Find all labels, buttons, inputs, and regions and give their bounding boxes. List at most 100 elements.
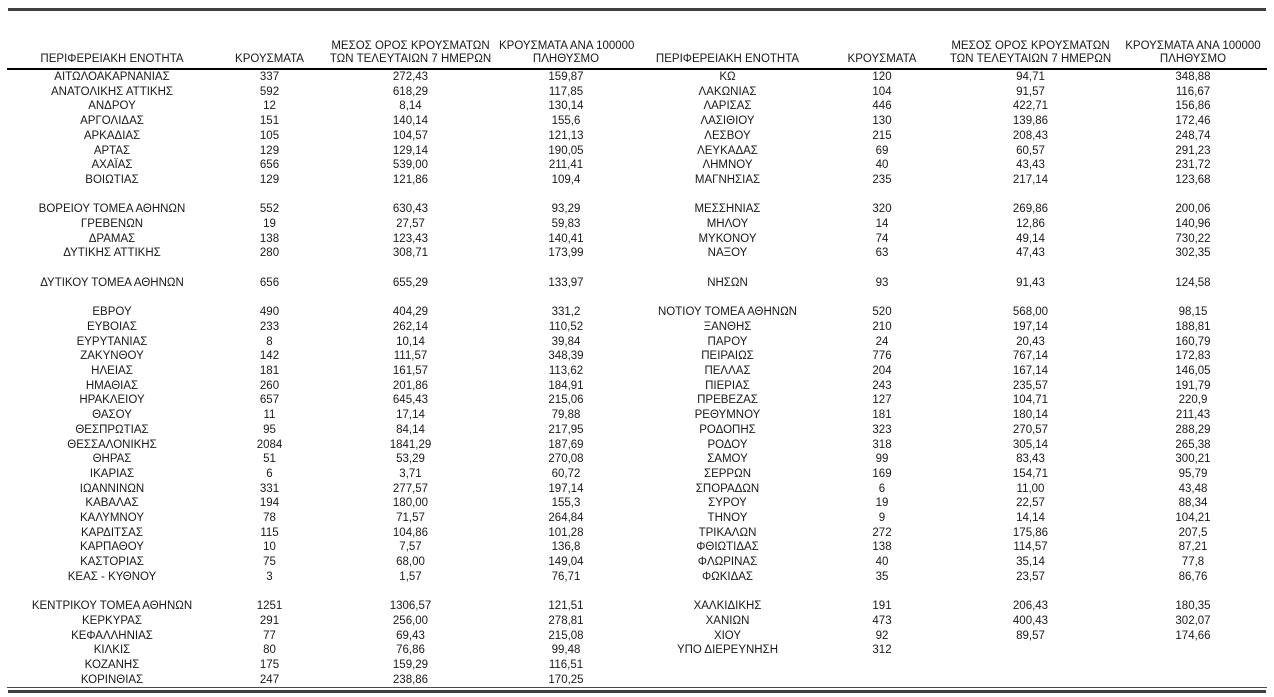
cell-region-right	[633, 658, 822, 673]
cell-region-right: ΝΟΤΙΟΥ ΤΟΜΕΑ ΑΘΗΝΩΝ	[658, 306, 797, 319]
cell-avg7-right: 60,57	[1016, 144, 1045, 157]
cell-region-left: ΕΒΡΟΥ	[92, 306, 132, 319]
cell-per100k-right: 86,76	[1178, 570, 1208, 583]
table-row: ΗΛΕΙΑΣ 181 161,57 113,62 ΠΕΛΛΑΣ 204 167,14 146,…	[7, 364, 1267, 379]
cell-per100k-left: 155,6	[551, 115, 581, 128]
cell-avg7-right: 180,14	[1012, 409, 1049, 422]
cell-cases-left: 331	[259, 482, 280, 495]
cell-avg7-right	[942, 291, 1119, 306]
bottom-divider	[8, 690, 1266, 693]
cell-cases-right: 210	[872, 320, 892, 333]
cell-region-left: ΕΥΡΥΤΑΝΙΑΣ	[76, 335, 148, 348]
cell-per100k-right	[1119, 658, 1267, 673]
cell-region-right: ΥΠΟ ΔΙΕΡΕΥΝΗΣΗ	[676, 644, 779, 657]
cell-avg7-right: 197,14	[1012, 320, 1049, 333]
cell-avg7-left: 71,57	[396, 512, 425, 525]
cell-cases-left	[217, 261, 322, 276]
cell-region-right: ΣΑΜΟΥ	[707, 453, 748, 466]
cell-avg7-right: 167,14	[1012, 365, 1049, 378]
cell-cases-right: 127	[872, 394, 892, 407]
table-row: ΚΕΑΣ - ΚΥΘΝΟΥ 3 1,57 76,71 ΦΩΚΙΔΑΣ 35 23,57 86,…	[7, 570, 1267, 585]
cell-region-left: ΑΧΑΪΑΣ	[91, 159, 133, 172]
cell-cases-left: 194	[259, 497, 280, 510]
cell-per100k-left: 187,69	[548, 438, 584, 451]
cell-cases-left: 77	[263, 629, 276, 642]
cell-avg7-left: 76,86	[396, 644, 425, 657]
cell-region-left: ΚΕΦΑΛΛΗΝΙΑΣ	[71, 629, 153, 642]
cell-per100k-right	[1119, 643, 1267, 658]
cell-per100k-left: 149,04	[548, 556, 584, 569]
cell-avg7-right: 47,43	[1016, 247, 1045, 260]
cell-per100k-right: 160,79	[1175, 335, 1211, 348]
cell-avg7-left	[322, 188, 499, 203]
cell-region-right: ΠΕΛΛΑΣ	[704, 365, 751, 378]
table-row: ΚΕΦΑΛΛΗΝΙΑΣ 77 69,43 215,08 ΧΙΟΥ 92 89,57 174,6…	[7, 629, 1267, 644]
cell-cases-left: 233	[259, 320, 280, 333]
cell-region-right: ΜΑΓΝΗΣΙΑΣ	[694, 173, 761, 186]
cell-region-left: ΙΚΑΡΙΑΣ	[89, 467, 135, 480]
cell-per100k-left: 197,14	[548, 482, 584, 495]
cell-per100k-left: 331,2	[551, 306, 581, 319]
cell-per100k-right	[1119, 672, 1267, 689]
cell-per100k-right: 95,79	[1178, 467, 1208, 480]
cell-cases-left	[217, 291, 322, 306]
table-header-row: ΠΕΡΙΦΕΡΕΙΑΚΗ ΕΝΟΤΗΤΑ ΚΡΟΥΣΜΑΤΑ ΜΕΣΟΣ ΟΡΟ…	[7, 11, 1267, 70]
cell-avg7-left: 7,57	[399, 541, 422, 554]
cell-per100k-right: 77,8	[1181, 556, 1205, 569]
cell-region-right: ΚΩ	[719, 71, 736, 83]
cell-region-left: ΔΥΤΙΚΗΣ ΑΤΤΙΚΗΣ	[63, 247, 161, 260]
column-header-cases-left: ΚΡΟΥΣΜΑΤΑ	[217, 11, 322, 70]
cell-avg7-right: 568,00	[1012, 306, 1049, 319]
cell-cases-right: 74	[875, 232, 889, 245]
cell-avg7-right: 269,86	[1012, 203, 1049, 216]
cell-cases-right: 520	[872, 306, 892, 319]
cell-per100k-right	[1119, 291, 1267, 306]
column-header-per100k-left: ΚΡΟΥΣΜΑΤΑ ΑΝΑ 100000 ΠΛΗΘΥΣΜΟ	[499, 11, 634, 70]
column-header-label-line2: ΠΛΗΘΥΣΜΟ	[1159, 53, 1227, 65]
cell-region-left: ΑΝΑΤΟΛΙΚΗΣ ΑΤΤΙΚΗΣ	[50, 85, 173, 98]
cell-region-right: ΝΑΞΟΥ	[707, 247, 748, 260]
table-row: ΙΚΑΡΙΑΣ 6 3,71 60,72 ΣΕΡΡΩΝ 169 154,71 95,79	[7, 467, 1267, 482]
column-header-label-line2: ΠΛΗΘΥΣΜΟ	[532, 53, 600, 65]
cell-per100k-left: 39,84	[551, 335, 581, 348]
cell-per100k-right: 207,5	[1178, 526, 1208, 539]
cell-avg7-right: 20,43	[1016, 335, 1045, 348]
table-row: ΚΕΝΤΡΙΚΟΥ ΤΟΜΕΑ ΑΘΗΝΩΝ 1251 1306,57 121,51 Χ…	[7, 599, 1267, 614]
cell-per100k-left	[499, 585, 633, 600]
cell-per100k-right: 220,9	[1178, 394, 1208, 407]
cell-region-right: ΡΟΔΟΠΗΣ	[699, 423, 756, 436]
cell-cases-left: 181	[259, 365, 280, 378]
cell-region-right: ΜΥΚΟΝΟΥ	[698, 232, 757, 245]
cell-per100k-left: 109,4	[551, 173, 581, 186]
cell-region-left: ΒΟΙΩΤΙΑΣ	[85, 173, 139, 186]
table-row: ΚΟΡΙΝΘΙΑΣ 247 238,86 170,25	[7, 672, 1267, 689]
cell-region-right	[633, 585, 822, 600]
cell-per100k-right: 124,58	[1175, 276, 1211, 289]
cell-per100k-right: 265,38	[1175, 438, 1211, 451]
table-row: ΚΑΡΠΑΘΟΥ 10 7,57 136,8 ΦΘΙΩΤΙΔΑΣ 138 114,57 87,…	[7, 540, 1267, 555]
cell-cases-left: 105	[259, 129, 280, 142]
cell-cases-left: 78	[263, 512, 276, 525]
cell-per100k-left: 130,14	[548, 100, 584, 113]
cell-cases-left: 10	[263, 541, 276, 554]
cell-per100k-right: 146,05	[1175, 365, 1211, 378]
cell-avg7-right: 43,43	[1016, 159, 1045, 172]
column-header-avg7-right: ΜΕΣΟΣ ΟΡΟΣ ΚΡΟΥΣΜΑΤΩΝ ΤΩΝ ΤΕΛΕΥΤΑΙΩΝ 7 Η…	[942, 11, 1119, 70]
cell-avg7-right	[942, 672, 1119, 689]
cell-per100k-left: 215,06	[548, 394, 584, 407]
cell-region-right	[633, 188, 822, 203]
cell-avg7-left: 308,71	[392, 247, 429, 260]
column-header-label-line2: ΤΩΝ ΤΕΛΕΥΤΑΙΩΝ 7 ΗΜΕΡΩΝ	[329, 53, 492, 65]
cell-per100k-left: 121,51	[548, 600, 584, 613]
cell-cases-right	[822, 672, 942, 689]
cell-avg7-left: 277,57	[392, 482, 429, 495]
cell-per100k-right: 248,74	[1175, 129, 1211, 142]
cell-cases-right	[822, 658, 942, 673]
cell-cases-right: 130	[872, 115, 892, 128]
cell-avg7-right: 767,14	[1012, 350, 1049, 363]
column-header-label: ΠΕΡΙΦΕΡΕΙΑΚΗ ΕΝΟΤΗΤΑ	[40, 53, 184, 65]
cell-avg7-left: 1,57	[399, 570, 422, 583]
column-header-per100k-right: ΚΡΟΥΣΜΑΤΑ ΑΝΑ 100000 ΠΛΗΘΥΣΜΟ	[1119, 11, 1267, 70]
cell-per100k-left	[499, 188, 633, 203]
cell-per100k-left: 101,28	[548, 526, 584, 539]
